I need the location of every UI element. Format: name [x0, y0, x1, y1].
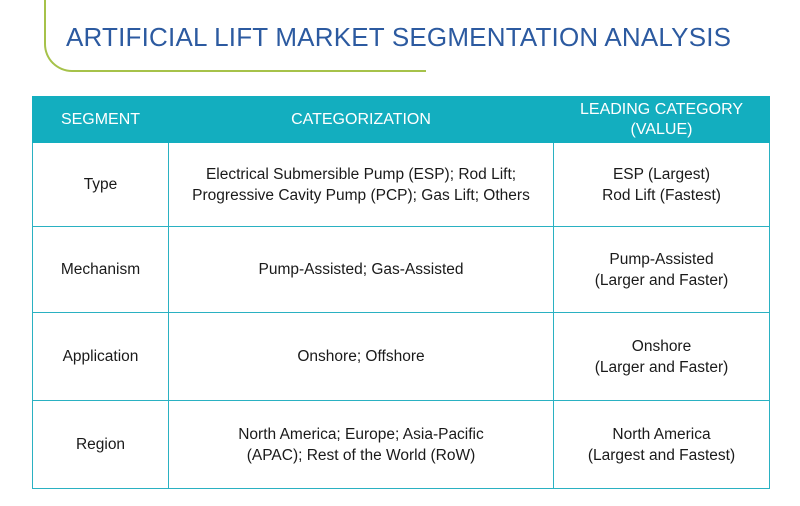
leading-category-cell: North America (Largest and Fastest) [553, 400, 770, 489]
leading-category-cell: Onshore (Larger and Faster) [553, 312, 770, 401]
table-row: Type Electrical Submersible Pump (ESP); … [32, 142, 770, 227]
leading-category-line: Rod Lift (Fastest) [602, 186, 721, 204]
categorization-cell: North America; Europe; Asia-Pacific (APA… [168, 400, 554, 489]
header-leading-line2: (VALUE) [630, 120, 693, 138]
header-categorization: CATEGORIZATION [168, 96, 554, 143]
leading-category-cell: ESP (Largest) Rod Lift (Fastest) [553, 142, 770, 227]
page-title: ARTIFICIAL LIFT MARKET SEGMENTATION ANAL… [66, 22, 732, 52]
header-leading-line1: LEADING CATEGORY [580, 100, 743, 118]
leading-category-line: (Larger and Faster) [594, 271, 729, 289]
title-accent-line [44, 0, 426, 72]
leading-category-line: North America [612, 425, 711, 443]
leading-category-line: Pump-Assisted [609, 250, 714, 268]
segmentation-table: SEGMENT CATEGORIZATION LEADING CATEGORY … [32, 96, 770, 489]
table-row: Application Onshore; Offshore Onshore (L… [32, 312, 770, 401]
table-row: Region North America; Europe; Asia-Pacif… [32, 400, 770, 489]
leading-category-line: (Largest and Fastest) [587, 446, 736, 464]
categorization-line: North America; Europe; Asia-Pacific [238, 425, 484, 443]
segment-cell: Region [32, 400, 169, 489]
categorization-cell: Electrical Submersible Pump (ESP); Rod L… [168, 142, 554, 227]
categorization-line: Pump-Assisted; Gas-Assisted [258, 261, 464, 278]
segment-cell: Type [32, 142, 169, 227]
categorization-cell: Pump-Assisted; Gas-Assisted [168, 226, 554, 313]
categorization-cell: Onshore; Offshore [168, 312, 554, 401]
leading-category-line: ESP (Largest) [612, 165, 711, 183]
segment-cell: Application [32, 312, 169, 401]
header-segment: SEGMENT [32, 96, 169, 143]
table-row: Mechanism Pump-Assisted; Gas-Assisted Pu… [32, 226, 770, 313]
header-leading-category: LEADING CATEGORY (VALUE) [553, 96, 770, 143]
table-header-row: SEGMENT CATEGORIZATION LEADING CATEGORY … [32, 96, 770, 143]
categorization-line: (APAC); Rest of the World (RoW) [246, 446, 476, 464]
leading-category-line: Onshore [631, 337, 692, 355]
leading-category-cell: Pump-Assisted (Larger and Faster) [553, 226, 770, 313]
categorization-line: Progressive Cavity Pump (PCP); Gas Lift;… [192, 186, 530, 204]
leading-category-line: (Larger and Faster) [594, 358, 729, 376]
segment-cell: Mechanism [32, 226, 169, 313]
categorization-line: Electrical Submersible Pump (ESP); Rod L… [205, 165, 517, 183]
categorization-line: Onshore; Offshore [297, 348, 425, 365]
